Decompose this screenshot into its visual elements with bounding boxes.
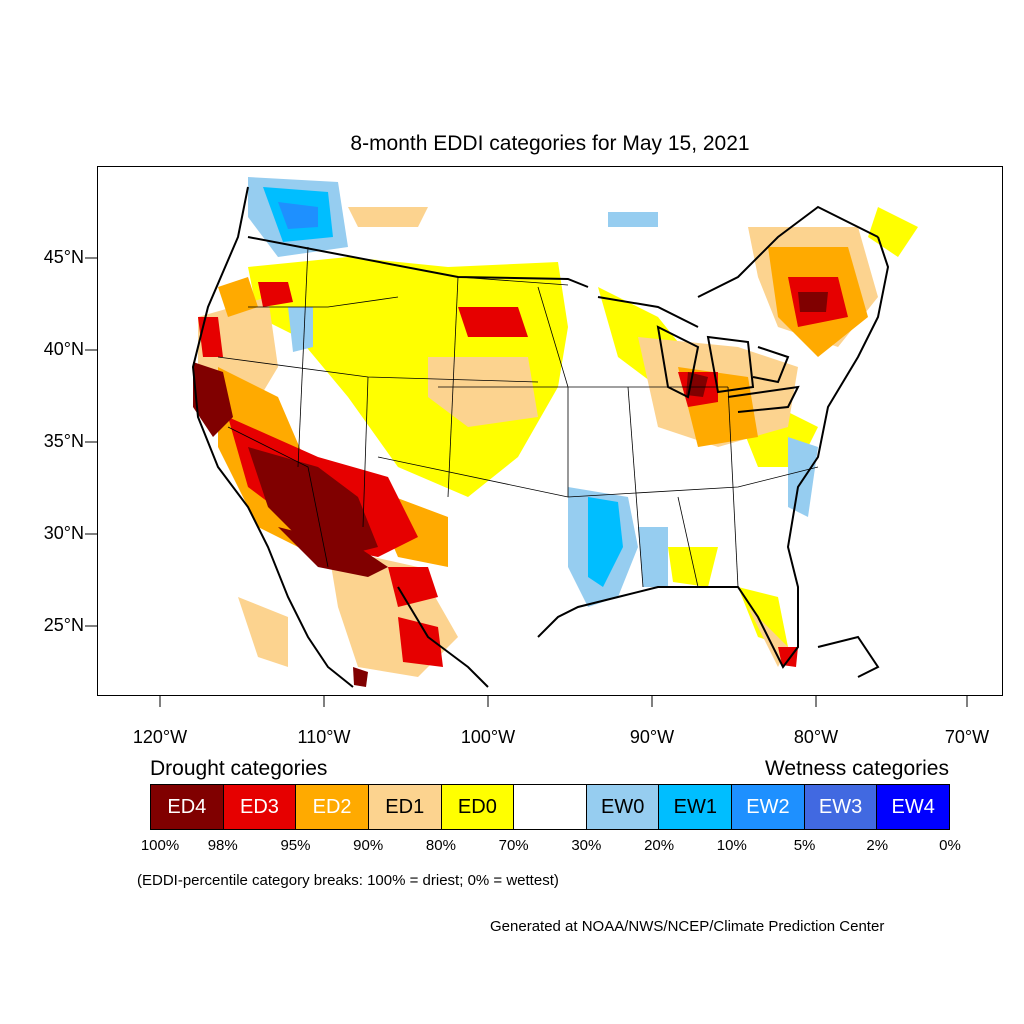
legend-swatch-ed1: ED1 [368, 785, 442, 829]
legend-swatch-ew1: EW1 [659, 785, 733, 829]
percentile-label: 100% [140, 837, 180, 854]
lon-label-100: 100°W [460, 727, 516, 747]
eddi-map [97, 166, 1003, 696]
legend-swatch-ed0: ED0 [441, 785, 515, 829]
legend-colorbar: ED4 ED3 ED2 ED1 ED0 EW0 EW1 EW2 EW3 EW4 [150, 784, 950, 830]
percentile-label: 70% [498, 837, 529, 854]
lon-ticks [159, 695, 968, 707]
coastlines [191, 186, 890, 688]
legend-swatch-ed3: ED3 [223, 785, 297, 829]
legend-swatch-ew0: EW0 [586, 785, 660, 829]
drought-categories-heading: Drought categories [150, 757, 328, 780]
map-title: 8-month EDDI categories for May 15, 2021 [350, 132, 750, 155]
lat-label-45: 45°N [43, 247, 84, 267]
percentile-label: 20% [644, 837, 675, 854]
lon-label-70: 70°W [944, 727, 990, 747]
lon-label-80: 80°W [793, 727, 839, 747]
category-breaks-note: (EDDI-percentile category breaks: 100% =… [137, 872, 559, 889]
credit-line: Generated at NOAA/NWS/NCEP/Climate Predi… [490, 918, 885, 935]
percentile-label: 0% [939, 837, 961, 854]
lat-label-30: 30°N [43, 523, 84, 543]
percentile-label: 95% [280, 837, 311, 854]
state-boundaries [217, 236, 819, 588]
percentile-label: 30% [571, 837, 602, 854]
percentile-label: 5% [793, 837, 816, 854]
lat-ticks [85, 257, 97, 627]
wetness-categories-heading: Wetness categories [764, 757, 949, 780]
percentile-label: 90% [353, 837, 384, 854]
percentile-label: 80% [425, 837, 456, 854]
lon-label-120: 120°W [132, 727, 188, 747]
legend-swatch-ew2: EW2 [732, 785, 805, 829]
lon-label-110: 110°W [297, 727, 351, 747]
legend-swatch-normal [514, 785, 587, 829]
ew-regions [248, 177, 818, 607]
percentile-label: 2% [866, 837, 889, 854]
legend-swatch-ed4: ED4 [151, 785, 224, 829]
percentile-label: 10% [716, 837, 747, 854]
map-canvas [188, 177, 918, 688]
legend-swatch-ew4: EW4 [877, 785, 950, 829]
legend-swatch-ew3: EW3 [804, 785, 878, 829]
lat-label-40: 40°N [43, 339, 84, 359]
percentile-label: 98% [207, 837, 238, 854]
legend-swatch-ed2: ED2 [296, 785, 369, 829]
lat-label-35: 35°N [43, 431, 84, 451]
lat-label-25: 25°N [43, 615, 84, 635]
ed4-regions [193, 292, 828, 687]
lon-label-90: 90°W [629, 727, 675, 747]
